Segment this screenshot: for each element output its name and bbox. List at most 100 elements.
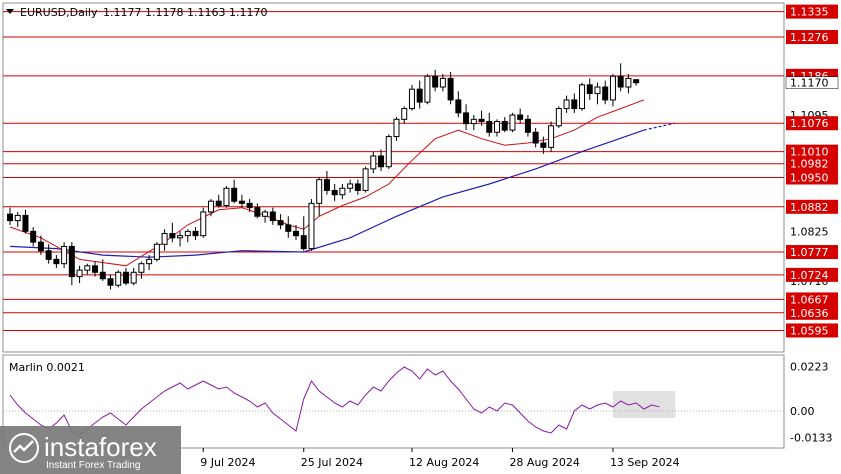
candle[interactable] [447,71,454,105]
candle[interactable] [238,194,245,208]
candle-body-bull [138,263,145,273]
candle-body-bear [354,183,361,191]
candle[interactable] [323,171,330,195]
candle-body-bull [555,108,562,127]
candle[interactable] [107,274,114,290]
candle[interactable] [177,231,184,247]
candle[interactable] [602,80,609,105]
candle[interactable] [378,149,385,172]
candle[interactable] [493,119,500,137]
candle[interactable] [509,112,516,133]
candle[interactable] [478,110,485,126]
level-label-box [786,305,838,320]
candle[interactable] [416,80,423,109]
candle[interactable] [254,203,261,219]
candle[interactable] [625,74,632,94]
candle[interactable] [53,255,60,268]
candle[interactable] [347,179,354,193]
candle[interactable] [432,69,439,92]
candle[interactable] [563,95,570,113]
candle-body-bear [633,79,640,84]
level-label-box [786,199,838,214]
candle[interactable] [633,79,640,86]
candle[interactable] [486,112,493,137]
candle[interactable] [207,199,214,217]
candle[interactable] [30,227,37,247]
candle[interactable] [586,78,593,100]
candle[interactable] [354,179,361,195]
candle[interactable] [293,224,300,240]
candle[interactable] [7,207,13,225]
candle[interactable] [285,216,292,238]
candle[interactable] [517,108,524,124]
candle-body-bull [625,77,632,88]
candle-body-bull [200,211,207,237]
candle[interactable] [555,106,562,128]
level-label: 1.0667 [790,293,829,306]
candle[interactable] [308,199,315,251]
candle[interactable] [169,222,176,243]
candle[interactable] [92,261,99,277]
candle[interactable] [14,211,21,228]
candle[interactable] [84,263,91,275]
candle[interactable] [161,229,168,251]
candle[interactable] [594,82,601,105]
candle[interactable] [300,216,307,251]
candle[interactable] [362,166,369,193]
candle[interactable] [385,134,392,169]
candle[interactable] [532,127,539,148]
candle[interactable] [470,115,477,131]
candle[interactable] [200,207,207,238]
candle[interactable] [262,209,269,223]
candle[interactable] [115,270,122,288]
candle[interactable] [331,183,338,202]
candle[interactable] [339,183,346,200]
candle[interactable] [215,194,222,208]
candle-body-bear [68,245,75,278]
candle-body-bull [408,88,415,110]
candle[interactable] [61,242,68,268]
level-label-box [786,323,838,338]
candle[interactable] [68,242,75,286]
candle[interactable] [609,74,616,107]
dropdown-arrow-icon[interactable] [6,9,14,14]
candle[interactable] [223,186,230,208]
candle[interactable] [231,179,238,204]
candle[interactable] [122,267,129,286]
candle[interactable] [130,267,137,286]
level-label: 1.0982 [790,158,829,171]
candle[interactable] [45,244,52,264]
candle[interactable] [439,74,446,92]
candle[interactable] [463,104,470,131]
candle[interactable] [269,207,276,225]
candle[interactable] [401,106,408,124]
candle[interactable] [408,84,415,111]
date-tick-label: 28 Aug 2024 [509,456,579,469]
candle[interactable] [246,199,253,212]
candle[interactable] [501,117,508,133]
candle[interactable] [192,227,199,240]
candle[interactable] [617,63,624,92]
candle[interactable] [138,261,145,279]
candle[interactable] [22,209,29,234]
candle[interactable] [571,93,578,113]
candle[interactable] [424,74,431,105]
candle[interactable] [548,121,555,152]
level-label: 1.1076 [790,117,829,130]
candle[interactable] [455,91,462,118]
candle[interactable] [579,82,586,111]
candle[interactable] [370,151,377,174]
candle[interactable] [99,259,106,281]
candle[interactable] [277,214,284,230]
candle[interactable] [184,229,191,243]
candle[interactable] [146,255,153,271]
candle[interactable] [153,242,160,262]
candle[interactable] [76,265,83,284]
candle[interactable] [37,235,44,256]
candle[interactable] [316,177,323,217]
candle[interactable] [540,136,547,154]
candle[interactable] [393,117,400,141]
candle[interactable] [524,115,531,137]
candle-body-bull [153,243,160,260]
